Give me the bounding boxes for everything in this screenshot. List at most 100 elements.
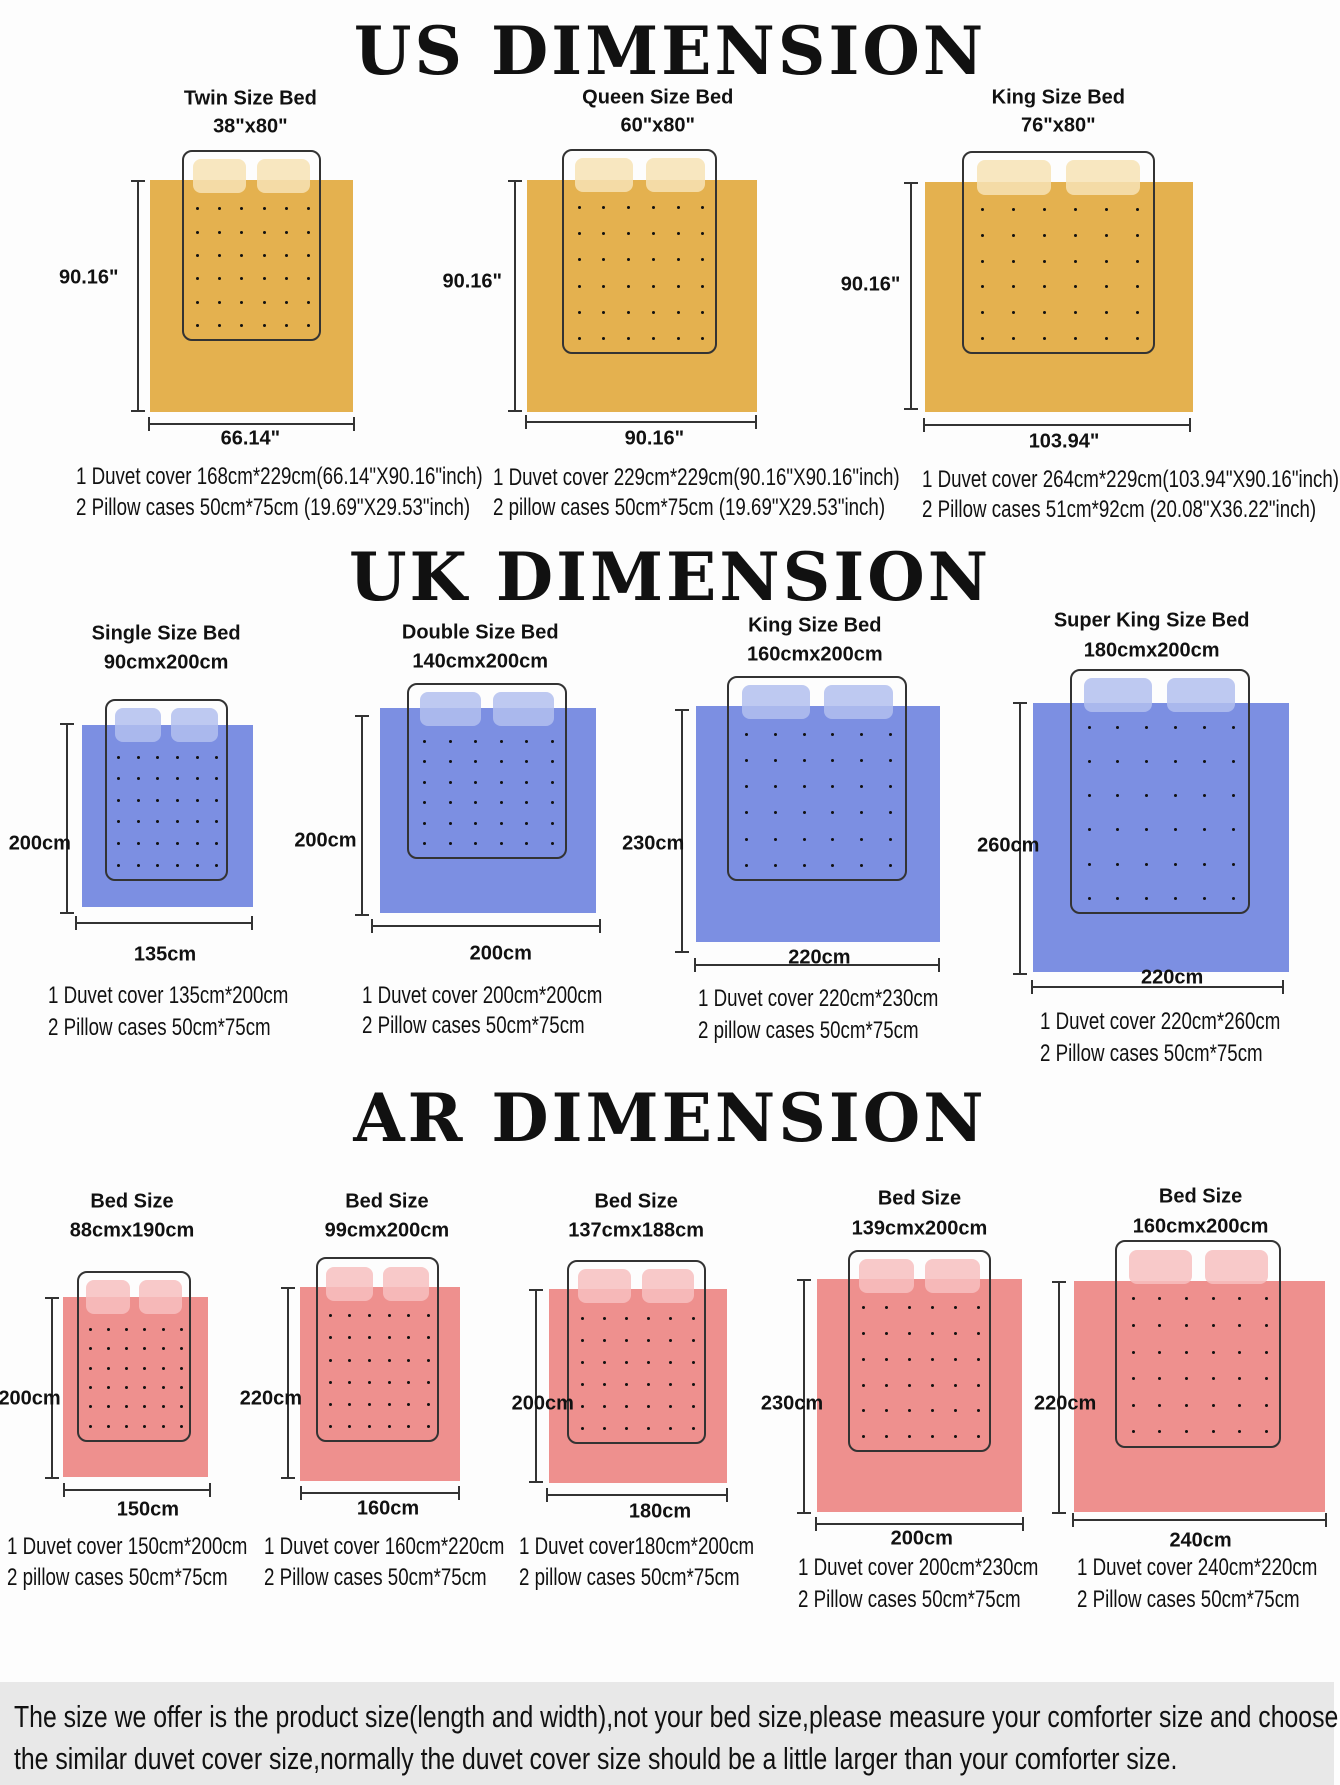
mattress-dot: [676, 336, 680, 340]
mattress-dot: [802, 785, 806, 789]
height-label: 200cm: [294, 829, 357, 852]
mattress-dot: [179, 1405, 183, 1409]
mattress-dot: [106, 1405, 110, 1409]
bed-name: Bed Size: [594, 1190, 678, 1213]
mattress-dot: [161, 1405, 165, 1409]
duvet-cover-spec: 1 Duvet cover 229cm*229cm(90.16"X90.16"i…: [492, 463, 900, 491]
bed-dims: 139cmx200cm: [851, 1217, 988, 1240]
mattress-dot: [1073, 285, 1077, 289]
mattress-dot: [1231, 794, 1235, 798]
mattress-dot: [885, 1332, 889, 1336]
width-label: 150cm: [116, 1498, 180, 1521]
mattress-dot: [474, 801, 478, 805]
mattress-dot: [448, 801, 452, 805]
mattress-dot: [885, 1357, 889, 1361]
mattress-dot: [525, 821, 529, 825]
mattress-dot: [328, 1402, 332, 1406]
mattress-dot: [307, 207, 311, 211]
mattress-dot: [831, 759, 835, 763]
height-dimension-line: [904, 182, 919, 410]
pillow-case-spec: 2 Pillow cases 50cm*75cm (19.69"X29.53"i…: [76, 493, 471, 521]
mattress-dot: [1185, 1297, 1189, 1301]
mattress-dot: [387, 1336, 391, 1340]
mattress-dot: [625, 1404, 629, 1408]
mattress-dot: [1131, 1350, 1135, 1354]
mattress-dot: [474, 739, 478, 743]
duvet-cover-spec: 1 Duvet cover 264cm*229cm(103.94"X90.16"…: [921, 466, 1339, 494]
duvet-cover-spec: 1 Duvet cover 200cm*200cm: [361, 981, 603, 1009]
mattress-dot: [1264, 1377, 1268, 1381]
mattress-dot: [175, 755, 179, 759]
mattress-outline: [104, 698, 228, 881]
mattress-dot: [602, 284, 606, 288]
width-dimension-line: [922, 418, 1192, 433]
mattress-dot: [499, 780, 503, 784]
mattress-dot: [802, 759, 806, 763]
mattress-dot: [676, 232, 680, 236]
mattress-dot: [651, 205, 655, 209]
mattress-dot: [908, 1409, 912, 1413]
mattress-dot: [647, 1427, 651, 1431]
width-dimension-line: [62, 1482, 211, 1497]
width-dimension-line: [370, 919, 601, 934]
mattress-dot: [328, 1314, 332, 1318]
mattress-dot: [1231, 760, 1235, 764]
mattress-dot: [284, 207, 288, 211]
mattress-dot: [1131, 1297, 1135, 1301]
pillow-case-spec: 2 pillow cases 50cm*75cm: [518, 1564, 740, 1592]
mattress-dot: [525, 801, 529, 805]
height-label: 230cm: [760, 1392, 824, 1415]
mattress-dot: [179, 1347, 183, 1351]
mattress-dot: [745, 785, 749, 789]
mattress-dot: [195, 254, 199, 257]
mattress-dot: [1135, 285, 1139, 289]
mattress-dot: [474, 842, 478, 846]
mattress-dot: [161, 1328, 165, 1332]
mattress-dot: [426, 1380, 430, 1384]
mattress-dot: [179, 1366, 183, 1370]
mattress-dot: [773, 785, 777, 789]
mattress-dot: [423, 821, 427, 825]
height-label: 200cm: [8, 832, 71, 855]
width-label: 180cm: [628, 1500, 692, 1523]
mattress-dot: [1202, 828, 1206, 832]
mattress-dot: [125, 1386, 129, 1390]
mattress-dot: [1158, 1403, 1162, 1407]
mattress-dot: [143, 1328, 147, 1332]
height-label: 200cm: [0, 1387, 61, 1410]
mattress-outline: [847, 1249, 992, 1453]
mattress-dot: [1104, 311, 1108, 315]
mattress-dot: [602, 1382, 606, 1386]
mattress-dot: [348, 1380, 352, 1384]
mattress-dot: [1185, 1430, 1189, 1434]
pillow-icon: [114, 707, 162, 742]
mattress-dot: [218, 300, 222, 304]
mattress-dot: [179, 1328, 183, 1332]
pillow-icon: [382, 1266, 430, 1301]
mattress-dot: [1073, 208, 1077, 212]
height-dimension-line: [508, 179, 523, 413]
mattress-dot: [88, 1405, 92, 1409]
width-dimension-line: [300, 1485, 461, 1500]
bed-name: King Size Bed: [748, 614, 882, 637]
duvet-cover-spec: 1 Duvet cover180cm*200cm: [518, 1532, 755, 1560]
mattress-dot: [625, 1427, 629, 1431]
mattress-dot: [701, 232, 705, 236]
height-dimension-line: [1012, 702, 1027, 976]
mattress-dot: [1011, 336, 1015, 340]
mattress-dot: [602, 1316, 606, 1320]
mattress-dot: [1104, 208, 1108, 212]
mattress-dot: [930, 1306, 934, 1310]
width-dimension-line: [694, 957, 940, 972]
pillow-icon: [420, 691, 481, 727]
mattress-outline: [77, 1271, 192, 1442]
mattress-dot: [577, 258, 581, 262]
height-dimension-line: [528, 1289, 543, 1484]
mattress-dot: [1042, 208, 1046, 212]
mattress-dot: [328, 1424, 332, 1428]
mattress-dot: [802, 732, 806, 736]
mattress-dot: [625, 1382, 629, 1386]
pillow-case-spec: 2 Pillow cases 50cm*75cm: [797, 1586, 1021, 1614]
mattress-dot: [499, 842, 503, 846]
mattress-dot: [525, 760, 529, 764]
